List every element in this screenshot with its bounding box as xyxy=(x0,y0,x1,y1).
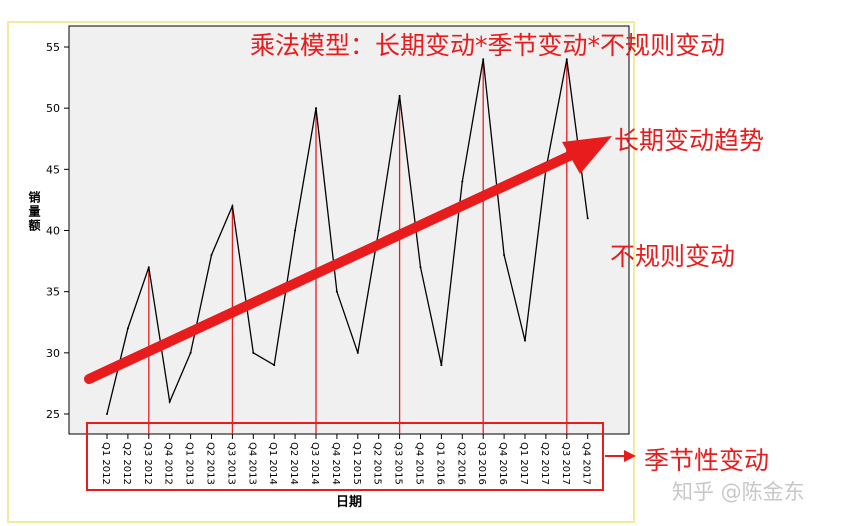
x-tick-label: Q4 2016 xyxy=(497,442,508,485)
y-axis: 25 30 35 40 45 50 55 xyxy=(46,41,69,421)
data-point xyxy=(503,253,506,256)
data-point xyxy=(461,180,464,183)
x-tick-label: Q3 2017 xyxy=(560,442,571,485)
x-tick-label: Q2 2015 xyxy=(372,442,383,485)
x-tick-label: Q2 2012 xyxy=(121,442,132,485)
x-tick-label: Q1 2015 xyxy=(351,442,362,485)
x-tick-label: Q3 2016 xyxy=(476,442,487,485)
x-tick-label: Q1 2017 xyxy=(518,442,529,485)
x-tick-label: Q1 2013 xyxy=(184,442,195,485)
data-point xyxy=(168,400,171,403)
annotation-title: 乘法模型：长期变动*季节变动*不规则变动 xyxy=(250,31,725,60)
seasonal-box xyxy=(86,422,604,491)
watermark: 知乎 @陈金东 xyxy=(672,480,805,504)
x-tick-label: Q3 2012 xyxy=(142,442,153,485)
y-tick-label: 40 xyxy=(46,225,60,238)
series-line xyxy=(106,59,589,415)
data-point xyxy=(294,229,297,232)
x-tick-label: Q2 2017 xyxy=(539,442,550,485)
seasonal-arrow-head xyxy=(624,450,636,462)
x-tick-label: Q1 2016 xyxy=(434,442,445,485)
data-point xyxy=(440,364,443,367)
data-point xyxy=(398,94,401,97)
data-point xyxy=(189,351,192,354)
x-tick-label: Q4 2012 xyxy=(163,442,174,485)
annotation-seasonal: 季节性变动 xyxy=(644,446,769,475)
data-point xyxy=(419,266,422,269)
y-tick-label: 30 xyxy=(46,347,60,360)
x-tick-label: Q3 2013 xyxy=(225,442,236,485)
plot-area xyxy=(68,25,630,435)
x-tick-label: Q2 2013 xyxy=(205,442,216,485)
y-axis-label: 销量额 xyxy=(27,190,41,233)
x-tick-label: Q1 2012 xyxy=(100,442,111,485)
x-tick-label: Q4 2014 xyxy=(330,442,341,485)
data-point xyxy=(377,229,380,232)
x-axis: Q1 2012 Q2 2012 Q3 2012 Q4 2012 Q1 2013 Q2 20… xyxy=(100,434,592,485)
data-point xyxy=(252,351,255,354)
x-tick-label: Q3 2015 xyxy=(393,442,404,485)
data-point xyxy=(210,253,213,256)
annotation-irregular: 不规则变动 xyxy=(610,242,735,271)
data-point xyxy=(356,351,359,354)
x-tick-label: Q4 2017 xyxy=(581,442,592,485)
data-point xyxy=(147,266,150,269)
y-tick-label: 35 xyxy=(46,286,60,299)
x-tick-label: Q1 2014 xyxy=(267,442,278,485)
data-point xyxy=(273,364,276,367)
x-tick-label: Q4 2015 xyxy=(414,442,425,485)
data-point xyxy=(565,58,568,61)
data-point xyxy=(524,339,526,342)
data-point xyxy=(106,413,108,415)
data-point xyxy=(586,217,589,220)
data-point xyxy=(482,58,485,61)
data-point xyxy=(231,205,234,208)
y-tick-label: 55 xyxy=(46,41,60,54)
y-tick-label: 50 xyxy=(46,102,60,115)
x-tick-label: Q2 2016 xyxy=(455,442,466,485)
data-points xyxy=(106,58,589,415)
data-point xyxy=(335,290,338,293)
x-tick-label: Q3 2014 xyxy=(309,442,320,485)
data-point xyxy=(126,327,129,330)
y-tick-label: 45 xyxy=(46,163,60,176)
x-axis-label: 日期 xyxy=(336,495,362,510)
annotation-trend: 长期变动趋势 xyxy=(614,126,764,155)
trend-arrow xyxy=(84,147,583,384)
data-point xyxy=(315,107,317,110)
x-tick-label: Q2 2014 xyxy=(288,442,299,485)
trend-arrow-head xyxy=(562,136,612,174)
y-tick-label: 25 xyxy=(46,408,60,421)
x-tick-label: Q4 2013 xyxy=(246,442,257,485)
